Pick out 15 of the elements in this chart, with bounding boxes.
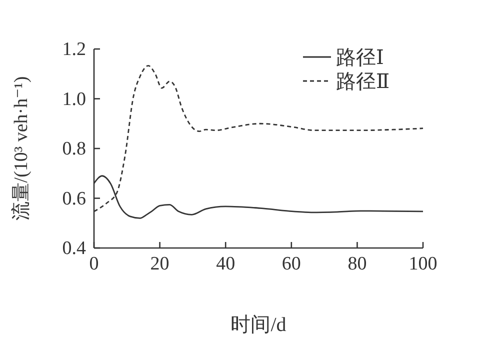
legend-label: 路径Ⅱ: [336, 71, 390, 93]
x-tick-label: 60: [282, 253, 301, 274]
x-tick-label: 100: [408, 253, 438, 274]
x-tick-label: 80: [348, 253, 367, 274]
y-tick-label: 1.2: [62, 39, 86, 60]
x-tick-label: 20: [150, 253, 170, 274]
y-tick-label: 0.6: [62, 188, 86, 210]
x-tick-label: 0: [89, 253, 99, 274]
y-tick-label: 0.8: [62, 138, 86, 160]
y-axis-title: 流量/(10³ veh·h⁻¹): [10, 76, 32, 221]
x-axis-title: 时间/d: [230, 314, 286, 336]
y-tick-label: 0.4: [62, 238, 86, 260]
legend-label: 路径Ⅰ: [336, 47, 384, 69]
y-tick-label: 1.0: [62, 88, 86, 110]
x-tick-label: 40: [216, 253, 236, 274]
